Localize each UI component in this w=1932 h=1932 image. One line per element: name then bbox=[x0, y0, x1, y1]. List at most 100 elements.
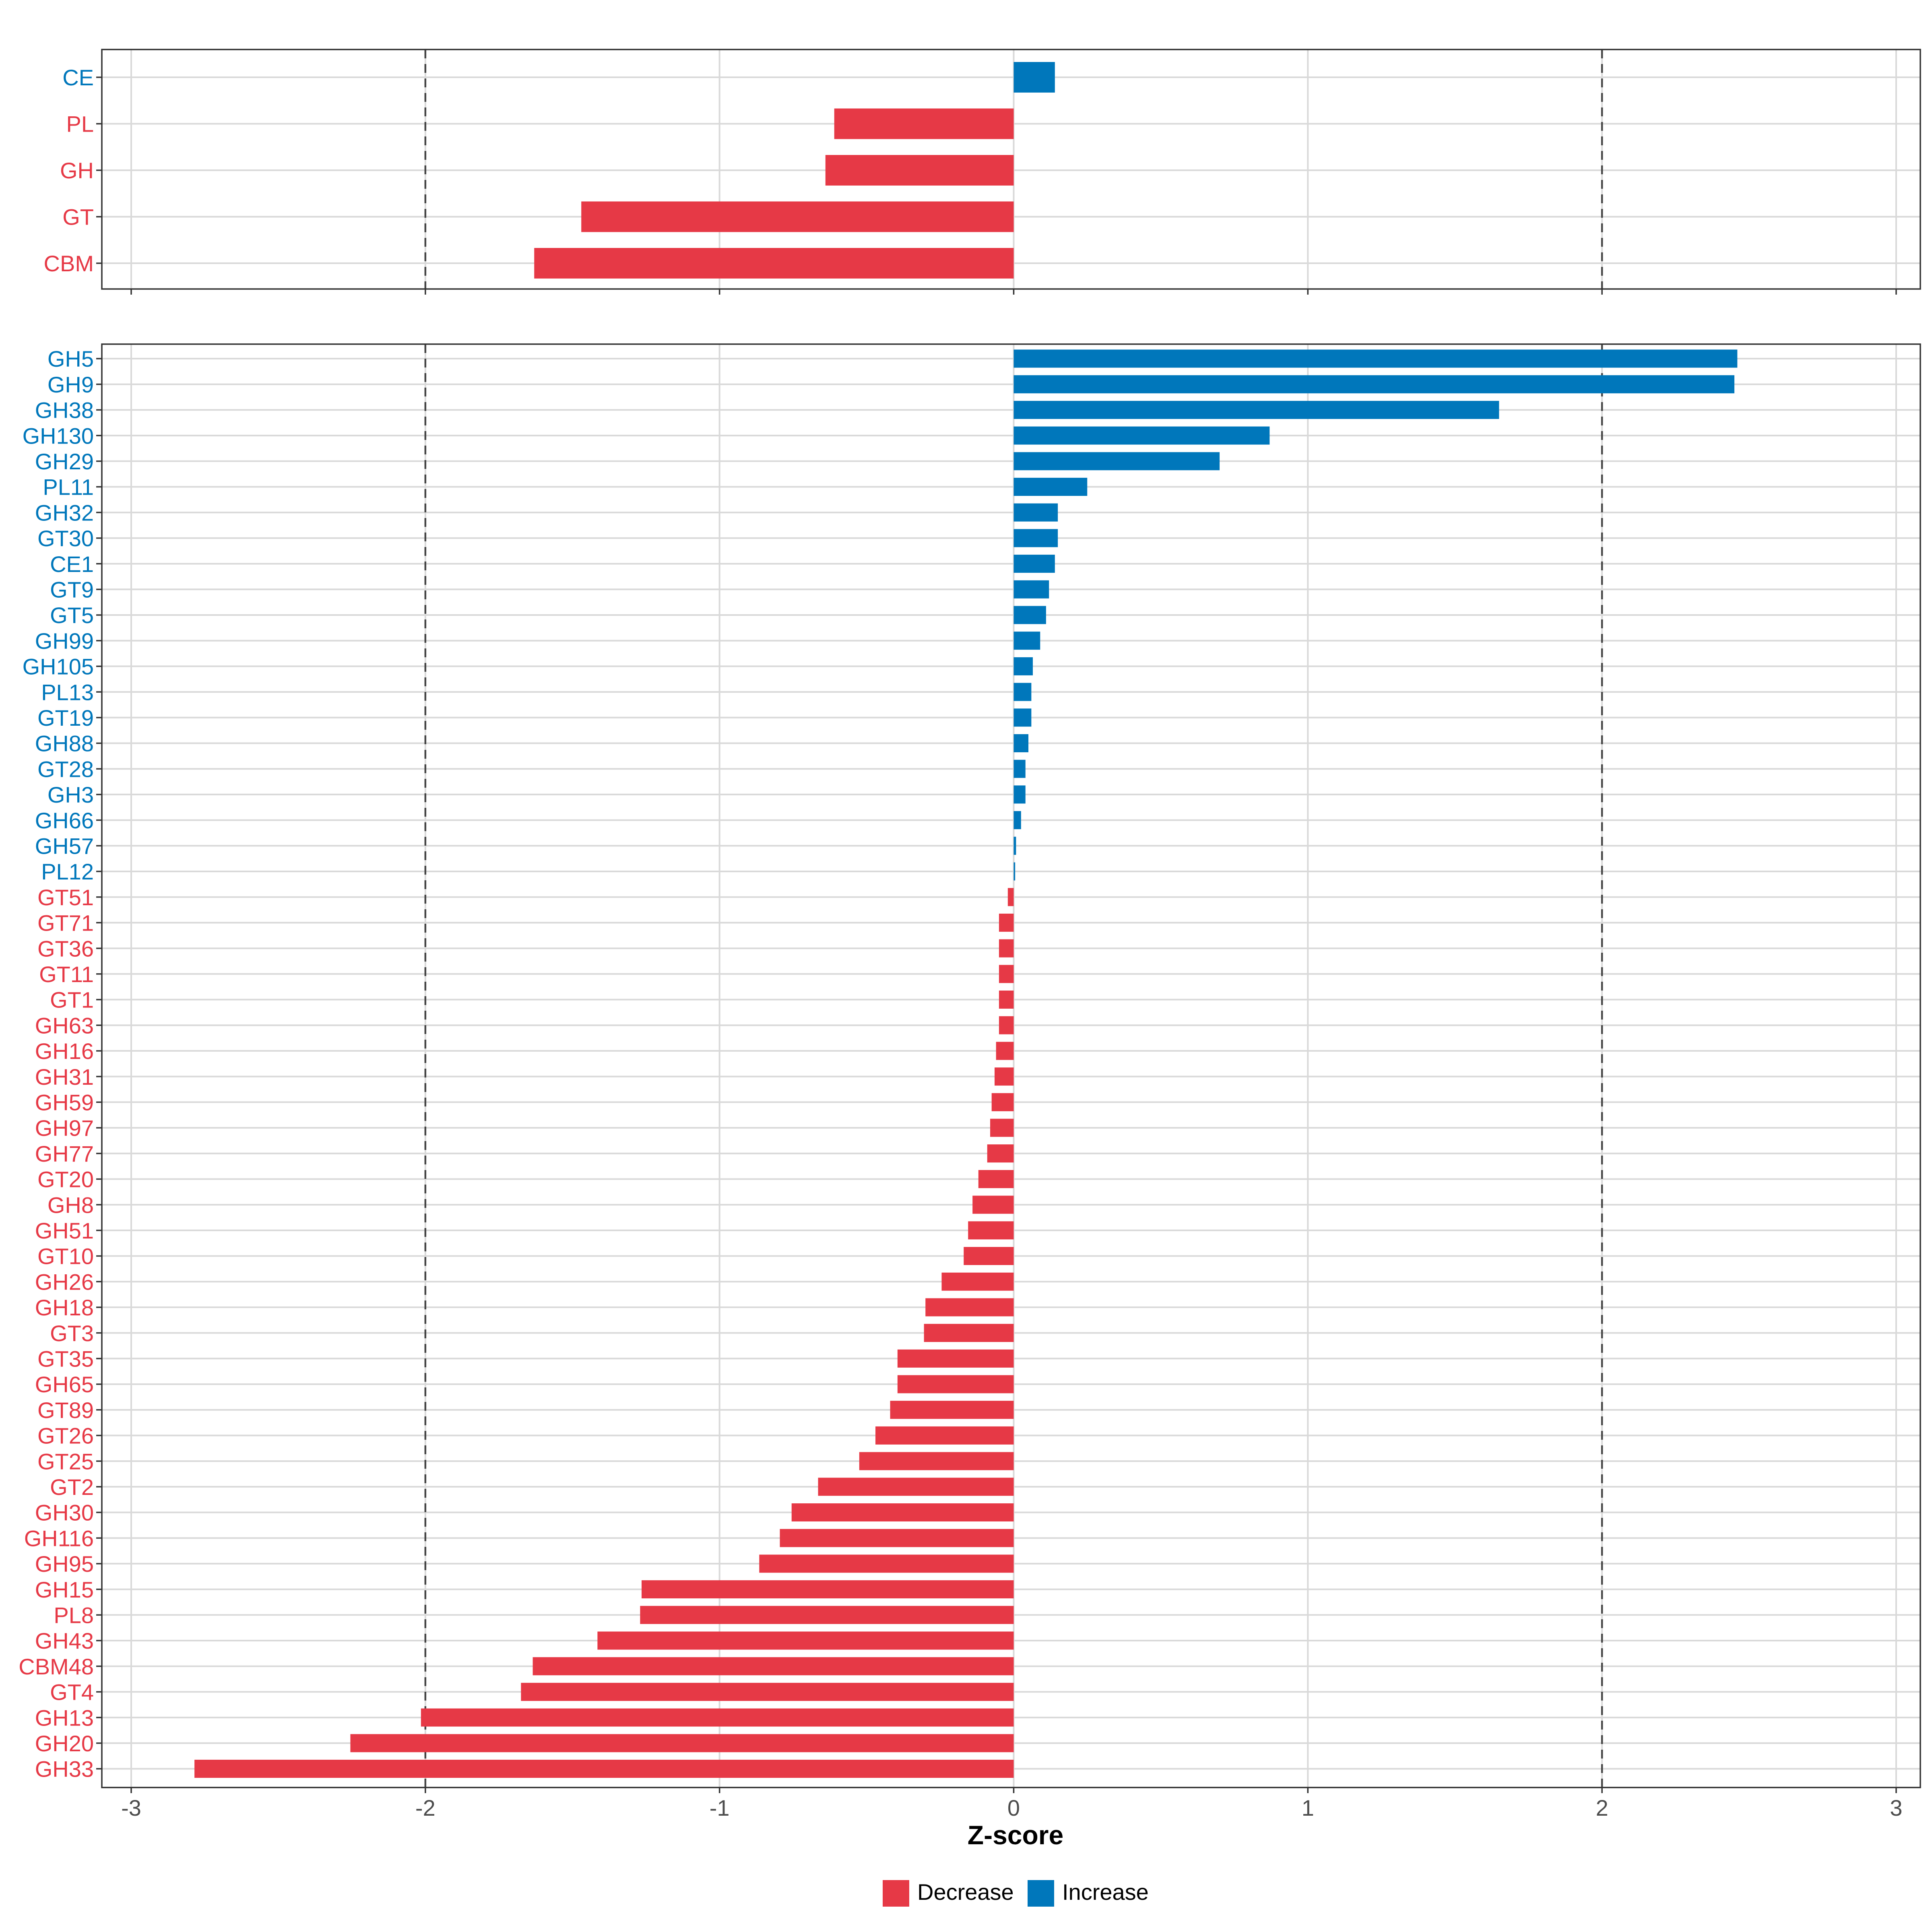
legend-key-increase bbox=[1028, 1880, 1054, 1907]
y-tick-label-GT71: GT71 bbox=[37, 910, 94, 936]
y-tick-label-GT10: GT10 bbox=[37, 1244, 94, 1269]
bar-PL13 bbox=[1013, 683, 1032, 701]
bar-GH77 bbox=[987, 1144, 1014, 1163]
y-tick-label-GH97: GH97 bbox=[35, 1115, 94, 1141]
bar-PL11 bbox=[1013, 478, 1088, 496]
bar-GH16 bbox=[996, 1042, 1014, 1060]
y-tick-label-CBM: CBM bbox=[44, 251, 94, 276]
y-tick-label-GH20: GH20 bbox=[35, 1731, 94, 1756]
y-tick-label-GH29: GH29 bbox=[35, 449, 94, 474]
bar-GH51 bbox=[968, 1221, 1014, 1240]
bar-CE bbox=[1013, 62, 1055, 93]
x-tick-label: 0 bbox=[1007, 1795, 1020, 1821]
bar-GT28 bbox=[1013, 760, 1026, 778]
bar-GH59 bbox=[991, 1093, 1014, 1111]
bar-GT26 bbox=[875, 1426, 1014, 1445]
y-tick-label-CE1: CE1 bbox=[50, 551, 94, 577]
bar-GH63 bbox=[999, 1016, 1014, 1034]
y-tick-label-GH59: GH59 bbox=[35, 1090, 94, 1115]
bar-GT4 bbox=[521, 1682, 1014, 1701]
bar-GT25 bbox=[859, 1452, 1014, 1470]
bar-GH3 bbox=[1013, 785, 1026, 804]
panel-family: GH5GH9GH38GH130GH29PL11GH32GT30CE1GT9GT5… bbox=[19, 343, 1921, 1793]
bar-GH15 bbox=[641, 1580, 1014, 1599]
bar-GH97 bbox=[990, 1119, 1014, 1137]
bar-GH8 bbox=[972, 1195, 1014, 1214]
bar-CBM bbox=[534, 248, 1014, 279]
y-tick-label-GT11: GT11 bbox=[39, 962, 94, 987]
y-tick-label-GH51: GH51 bbox=[35, 1218, 94, 1243]
bar-GH29 bbox=[1013, 452, 1220, 471]
y-tick-label-GH15: GH15 bbox=[35, 1577, 94, 1602]
legend-key-decrease bbox=[883, 1880, 909, 1907]
x-tick-label: -1 bbox=[710, 1795, 730, 1821]
bar-GH5 bbox=[1013, 349, 1738, 368]
bar-GH38 bbox=[1013, 400, 1499, 419]
bar-GH30 bbox=[791, 1503, 1014, 1521]
y-tick-label-GT28: GT28 bbox=[37, 756, 94, 782]
x-tick-label: 3 bbox=[1890, 1795, 1902, 1821]
y-tick-label-GT3: GT3 bbox=[50, 1321, 94, 1346]
y-tick-label-GT5: GT5 bbox=[50, 603, 94, 628]
bar-GT1 bbox=[999, 991, 1014, 1009]
y-tick-label-GH9: GH9 bbox=[47, 372, 94, 397]
y-tick-label-GT20: GT20 bbox=[37, 1167, 94, 1192]
y-tick-label-GT1: GT1 bbox=[50, 987, 94, 1013]
y-tick-label-PL: PL bbox=[66, 111, 94, 137]
panel-class: CE PL GH GT CBM bbox=[44, 49, 1921, 295]
bar-GT3 bbox=[924, 1324, 1014, 1342]
panel-frame bbox=[101, 49, 1921, 290]
y-tick-label-GH57: GH57 bbox=[35, 833, 94, 859]
y-tick-label-GH31: GH31 bbox=[35, 1064, 94, 1090]
bar-GT51 bbox=[1007, 888, 1014, 906]
y-tick-label-GH: GH bbox=[60, 158, 94, 183]
legend-label-increase: Increase bbox=[1062, 1879, 1149, 1905]
bar-GH32 bbox=[1013, 503, 1058, 522]
y-tick-label-GT4: GT4 bbox=[50, 1680, 94, 1705]
x-tick-label: -2 bbox=[415, 1795, 436, 1821]
bar-GT35 bbox=[897, 1349, 1014, 1368]
bar-GT bbox=[581, 201, 1014, 232]
y-tick-label-GH38: GH38 bbox=[35, 398, 94, 423]
bar-GH57 bbox=[1013, 836, 1016, 855]
y-tick-label-GT26: GT26 bbox=[37, 1423, 94, 1449]
y-tick-label-GH5: GH5 bbox=[47, 346, 94, 372]
y-tick-label-GH30: GH30 bbox=[35, 1500, 94, 1525]
bar-GT19 bbox=[1013, 708, 1032, 727]
y-tick-label-CE: CE bbox=[62, 65, 94, 90]
bar-GT89 bbox=[890, 1401, 1014, 1419]
bar-GT20 bbox=[978, 1170, 1014, 1188]
bar-PL8 bbox=[640, 1606, 1014, 1624]
bar-GH88 bbox=[1013, 734, 1029, 752]
y-tick-label-GT30: GT30 bbox=[37, 526, 94, 551]
bar-GT11 bbox=[999, 965, 1014, 983]
y-tick-label-GH32: GH32 bbox=[35, 500, 94, 525]
y-tick-label-CBM48: CBM48 bbox=[19, 1654, 94, 1679]
y-tick-label-GT89: GT89 bbox=[37, 1397, 94, 1423]
y-tick-label-GT51: GT51 bbox=[37, 885, 94, 910]
bar-GH105 bbox=[1013, 657, 1033, 675]
bar-GH bbox=[825, 155, 1014, 186]
bar-GT9 bbox=[1013, 580, 1049, 599]
y-tick-label-GT19: GT19 bbox=[37, 705, 94, 731]
bar-GH43 bbox=[597, 1631, 1014, 1650]
y-tick-label-GH65: GH65 bbox=[35, 1372, 94, 1397]
y-tick-label-GT35: GT35 bbox=[37, 1346, 94, 1371]
bar-GT36 bbox=[999, 939, 1014, 958]
y-tick-label-GH18: GH18 bbox=[35, 1295, 94, 1320]
legend-label-decrease: Decrease bbox=[917, 1879, 1014, 1905]
y-tick-label-GH77: GH77 bbox=[35, 1141, 94, 1166]
y-tick-label-GT2: GT2 bbox=[50, 1474, 94, 1500]
y-tick-label-GH88: GH88 bbox=[35, 731, 94, 756]
bar-GH20 bbox=[350, 1734, 1014, 1752]
bar-GH116 bbox=[780, 1529, 1014, 1547]
y-tick-label-GT36: GT36 bbox=[37, 936, 94, 961]
bar-GH13 bbox=[421, 1708, 1014, 1727]
y-tick-label-GH63: GH63 bbox=[35, 1013, 94, 1038]
bar-GT5 bbox=[1013, 606, 1046, 624]
y-tick-label-GT9: GT9 bbox=[50, 577, 94, 602]
y-tick-label-GH13: GH13 bbox=[35, 1705, 94, 1730]
y-tick-label-PL8: PL8 bbox=[54, 1602, 94, 1628]
y-tick-label-GH16: GH16 bbox=[35, 1038, 94, 1064]
